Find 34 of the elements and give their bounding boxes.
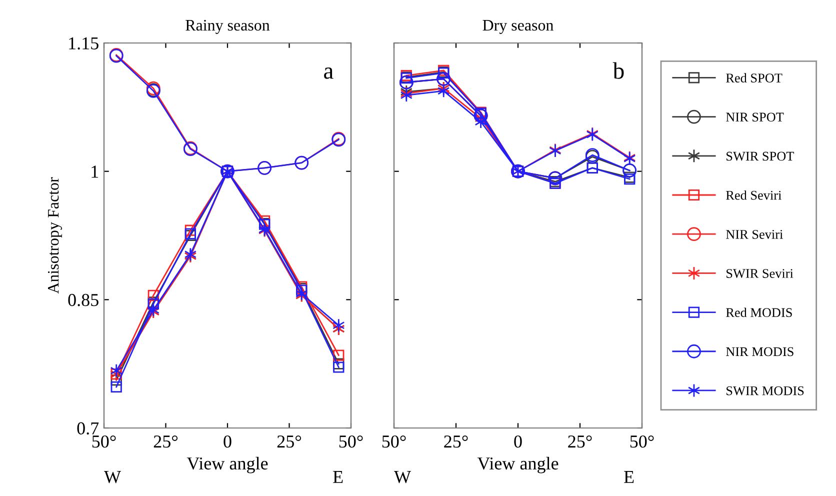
- text: W: [104, 471, 122, 484]
- x-tick-label: 50°: [630, 435, 654, 448]
- legend-label: SWIR MODIS: [726, 386, 804, 396]
- x-tick-label: 25°: [568, 435, 592, 448]
- x-tick-label: 25°: [154, 435, 178, 448]
- x-tick-label: 0: [514, 435, 522, 448]
- x-axis-title: View angle: [186, 456, 268, 474]
- legend-label: Red SPOT: [726, 73, 782, 82]
- legend-label: NIR MODIS: [726, 347, 794, 356]
- x-tick-label: 0: [224, 435, 232, 448]
- annotation: b: [612, 62, 624, 79]
- legend-label: NIR Seviri: [726, 230, 783, 239]
- y-tick-label: 0.85: [68, 294, 98, 306]
- y-tick-label: 0.7: [77, 422, 99, 435]
- legend-label: SWIR Seviri: [726, 269, 794, 278]
- x-tick-label: 50°: [382, 435, 406, 448]
- y-tick-label: 1.15: [69, 37, 98, 50]
- x-tick-label: 25°: [444, 435, 468, 448]
- legend-label: NIR SPOT: [726, 112, 784, 122]
- legend-label: Red MODIS: [726, 308, 792, 318]
- text: E: [624, 471, 634, 483]
- text: E: [333, 471, 343, 483]
- legend-label: SWIR SPOT: [726, 152, 794, 161]
- y-tick-label: 1: [92, 166, 98, 178]
- text: W: [394, 471, 412, 484]
- x-tick-label: 50°: [339, 435, 363, 448]
- chart-title: Dry season: [482, 20, 554, 34]
- chart-title: Rainy season: [186, 20, 270, 34]
- x-tick-label: 50°: [92, 435, 116, 448]
- y-axis-title: Anisotropy Factor: [48, 177, 62, 294]
- annotation: a: [324, 68, 334, 79]
- x-tick-label: 25°: [277, 435, 302, 448]
- legend-label: Red Seviri: [726, 190, 782, 200]
- x-axis-title: View angle: [477, 456, 558, 474]
